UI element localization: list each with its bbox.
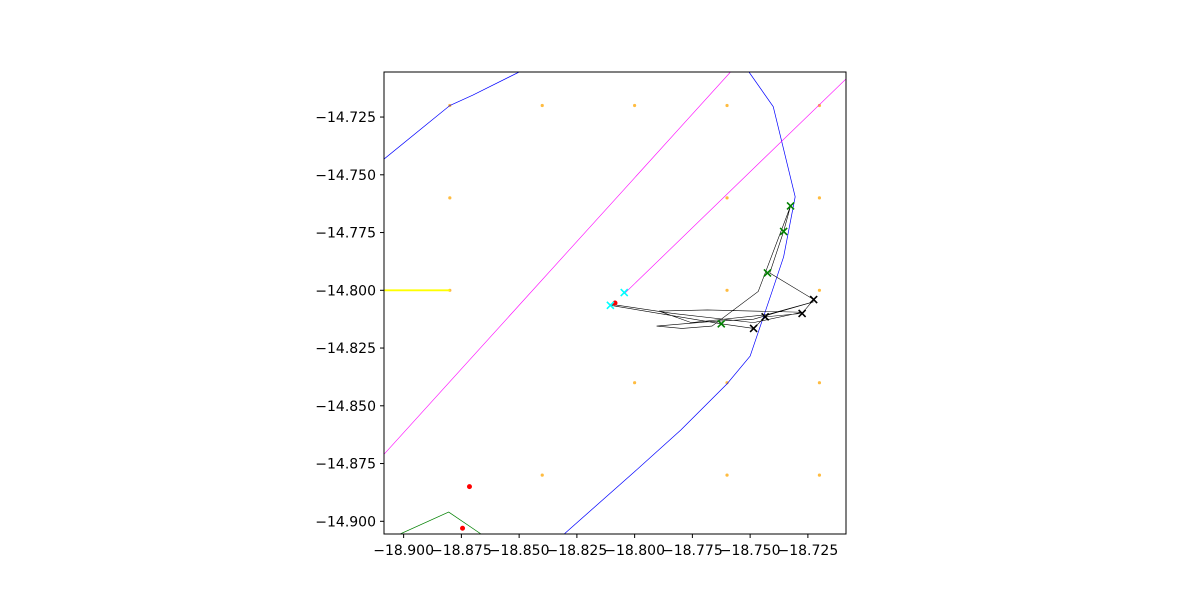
magenta-line-0 xyxy=(384,72,731,455)
cyan-x-marker-0 xyxy=(606,301,615,310)
y-tick-label-7: −14.900 xyxy=(315,514,376,530)
grid-point-9 xyxy=(725,288,729,292)
blue-line-0 xyxy=(384,72,520,160)
black-x-marker-2 xyxy=(798,309,807,318)
green-x-marker-0 xyxy=(786,201,795,211)
red-point-2 xyxy=(460,525,466,531)
x-tick-label-0: −18.900 xyxy=(373,543,434,559)
y-tick-label-0: −14.725 xyxy=(315,110,376,126)
y-axis: −14.725 −14.750 −14.775 −14.800 −14.825 −14.8… xyxy=(315,110,384,530)
x-tick-label-4: −18.800 xyxy=(604,543,665,559)
x-tick-label-5: −18.775 xyxy=(662,543,723,559)
grid-point-6 xyxy=(725,196,729,200)
black-x-marker-0 xyxy=(749,324,758,333)
x-tick-label-3: −18.825 xyxy=(547,543,608,559)
grid-point-12 xyxy=(725,381,729,385)
y-tick-label-1: −14.750 xyxy=(315,168,376,184)
grid-point-2 xyxy=(633,103,637,108)
y-tick-label-3: −14.800 xyxy=(315,283,376,299)
x-tick-label-7: −18.725 xyxy=(778,543,839,559)
black-x-marker-3 xyxy=(809,295,818,304)
grid-point-10 xyxy=(817,288,822,292)
grid-point-3 xyxy=(725,103,729,108)
blue-line-1 xyxy=(563,72,796,534)
green-x-marker-2 xyxy=(763,268,772,278)
green-x-marker-3 xyxy=(717,319,726,328)
grid-point-11 xyxy=(633,381,637,385)
y-tick-label-4: −14.825 xyxy=(315,341,376,357)
x-axis: −18.900−18.875−18.850−18.825−18.800−18.7… xyxy=(373,534,838,559)
grid-point-15 xyxy=(725,473,729,477)
magenta-line-1 xyxy=(624,78,846,294)
track-path xyxy=(610,205,815,329)
green-line xyxy=(400,511,482,534)
y-tick-label-6: −14.875 xyxy=(315,457,376,473)
black-x-marker-1 xyxy=(761,312,770,321)
y-tick-label-2: −14.775 xyxy=(315,226,376,242)
red-point-1 xyxy=(466,484,472,490)
cyan-x-marker-1 xyxy=(620,288,629,297)
y-tick-label-5: −14.850 xyxy=(315,399,376,415)
x-tick-label-6: −18.750 xyxy=(720,543,781,559)
grid-point-13 xyxy=(817,381,822,385)
x-tick-label-2: −18.850 xyxy=(489,543,550,559)
grid-point-5 xyxy=(448,196,452,200)
x-tick-label-1: −18.875 xyxy=(431,543,492,559)
grid-point-7 xyxy=(817,196,822,200)
grid-point-16 xyxy=(817,473,822,477)
grid-point-1 xyxy=(540,103,544,108)
grid-point-14 xyxy=(540,473,544,477)
green-x-marker-1 xyxy=(779,227,788,236)
plot-area xyxy=(384,72,846,534)
grid-point-4 xyxy=(817,103,822,108)
axes-frame xyxy=(383,71,847,535)
